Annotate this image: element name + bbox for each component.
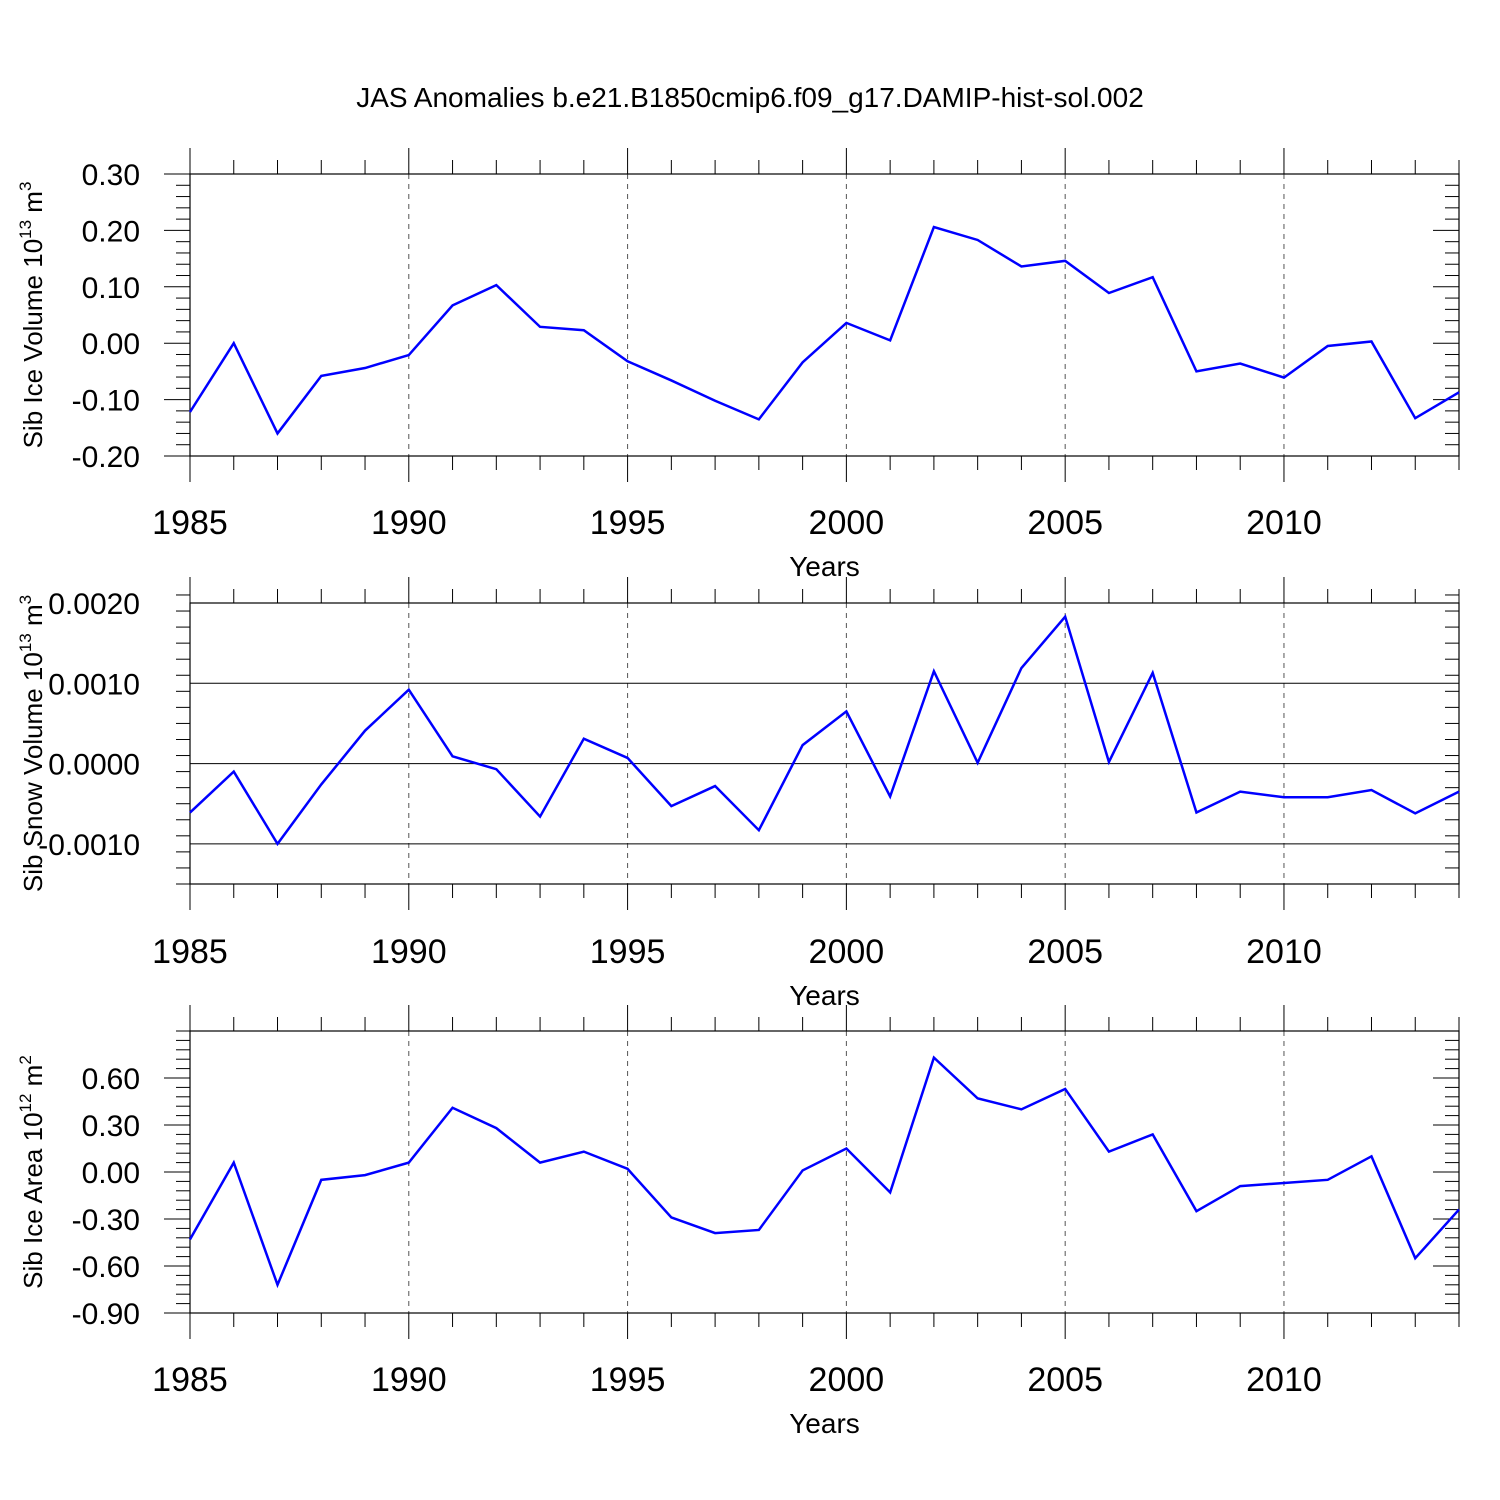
y-axis-label-unit: m: [18, 191, 48, 220]
y-axis-label-unit: m: [18, 604, 48, 633]
x-axis-label: Years: [789, 1408, 860, 1439]
x-tick-label: 1990: [371, 933, 447, 971]
y-tick-label: 0.00: [82, 1157, 140, 1190]
x-tick-label: 2000: [809, 1361, 885, 1399]
x-tick-label: 2000: [809, 933, 885, 971]
y-axis-label: Sib Ice Volume 1013 m3: [16, 182, 48, 449]
figure-title: JAS Anomalies b.e21.B1850cmip6.f09_g17.D…: [356, 82, 1144, 113]
x-tick-label: 1995: [590, 1361, 666, 1399]
y-tick-label: 0.0020: [48, 588, 140, 621]
x-tick-label: 2010: [1246, 933, 1322, 971]
x-tick-label: 1995: [590, 933, 666, 971]
y-tick-label: 0.30: [82, 159, 140, 192]
y-axis-label-exponent: 13: [16, 220, 35, 239]
y-tick-label: -0.90: [72, 1298, 140, 1331]
plot-2: -0.0010 0.0000 0.0010 0.0020 1985 1990 1995 200…: [16, 577, 1460, 1011]
x-tick-label: 2005: [1027, 933, 1103, 971]
series-line-sib-ice-area: [188, 1055, 1460, 1289]
y-axis-label-main: Sib Snow Volume 10: [18, 652, 48, 892]
y-tick-label: 0.20: [82, 215, 140, 248]
x-tick-label: 2010: [1246, 504, 1322, 542]
y-axis-label-unit-exponent: 3: [16, 595, 35, 604]
x-tick-label: 2000: [809, 504, 885, 542]
y-tick-label: -0.60: [72, 1251, 140, 1284]
plot-frame: [189, 602, 1460, 885]
x-tick-label: 2010: [1246, 1361, 1322, 1399]
y-axis-label-unit-exponent: 3: [16, 182, 35, 191]
y-tick-label: -0.10: [72, 385, 140, 418]
x-tick-label: 1995: [590, 504, 666, 542]
y-tick-label: -0.20: [72, 441, 140, 474]
plot-frame: [189, 173, 1460, 457]
x-tick-label: 1985: [152, 1361, 228, 1399]
y-tick-label: -0.0010: [38, 829, 140, 862]
x-tick-label: 2005: [1027, 504, 1103, 542]
plot-1: -0.20 -0.10 0.00 0.10 0.20 0.30 1985 1990 1995 20…: [16, 148, 1460, 582]
plot-3: -0.90 -0.60 -0.30 0.00 0.30 0.60 1985 1990 1995 2…: [16, 1005, 1460, 1439]
y-axis-label: Sib Snow Volume 1013 m3: [16, 595, 48, 892]
y-tick-label: 0.0010: [48, 668, 140, 701]
y-tick-label: 0.60: [82, 1063, 140, 1096]
x-tick-label: 1985: [152, 504, 228, 542]
y-axis-label-main: Sib Ice Area 10: [18, 1112, 48, 1288]
y-axis-label-main: Sib Ice Volume 10: [18, 239, 48, 449]
x-tick-label: 1990: [371, 504, 447, 542]
x-tick-label: 2005: [1027, 1361, 1103, 1399]
y-axis-label-unit-exponent: 2: [16, 1055, 35, 1064]
y-tick-label: 0.00: [82, 328, 140, 361]
y-axis-label: Sib Ice Area 1012 m2: [16, 1055, 48, 1289]
y-axis-label-unit: m: [18, 1065, 48, 1094]
x-axis-label: Years: [789, 551, 860, 582]
x-tick-label: 1985: [152, 933, 228, 971]
series-line-sib-snow-volume: [189, 614, 1460, 847]
series-line-sib-ice-volume: [188, 225, 1460, 436]
x-axis-label: Years: [789, 980, 860, 1011]
y-tick-label: -0.30: [72, 1204, 140, 1237]
y-axis-label-exponent: 12: [16, 1094, 35, 1113]
x-tick-label: 1990: [371, 1361, 447, 1399]
y-tick-label: 0.0000: [48, 749, 140, 782]
y-axis-label-exponent: 13: [16, 633, 35, 652]
y-tick-label: 0.30: [82, 1110, 140, 1143]
y-tick-label: 0.10: [82, 272, 140, 305]
